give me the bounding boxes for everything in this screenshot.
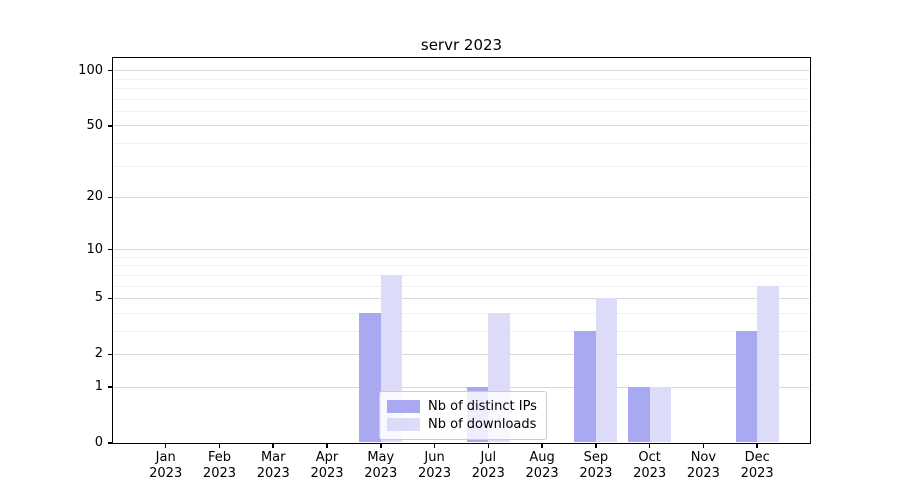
- legend-item: Nb of downloads: [387, 416, 537, 433]
- gridline-minor: [114, 142, 809, 144]
- y-tick-mark: [108, 442, 112, 444]
- x-tick-mark: [380, 444, 382, 448]
- bar: [628, 387, 650, 443]
- gridline-minor: [114, 265, 809, 267]
- legend-label-downloads: Nb of downloads: [428, 417, 537, 432]
- legend-item: Nb of distinct IPs: [387, 398, 537, 415]
- gridline-major: [114, 386, 809, 388]
- x-tick-mark: [648, 444, 651, 448]
- x-tick-mark: [326, 444, 328, 448]
- x-tick-mark: [164, 444, 167, 448]
- gridline-minor: [114, 88, 809, 90]
- x-tick-label: Apr 2023: [310, 450, 344, 481]
- gridline-major: [114, 249, 809, 251]
- x-tick-label: Dec 2023: [740, 450, 774, 481]
- y-tick-mark: [108, 125, 112, 127]
- chart-title: servr 2023: [420, 36, 503, 54]
- legend-swatch-distinct-ips: [387, 400, 420, 413]
- x-tick-mark: [487, 444, 490, 448]
- legend: Nb of distinct IPs Nb of downloads: [379, 391, 547, 440]
- x-tick-label: Jan 2023: [149, 450, 183, 481]
- x-tick-label: Oct 2023: [633, 450, 667, 481]
- x-tick-label: Mar 2023: [256, 450, 290, 481]
- bar: [359, 313, 381, 443]
- gridline-minor: [114, 330, 809, 332]
- x-tick-mark: [541, 444, 543, 448]
- y-tick-mark: [108, 353, 112, 356]
- gridline-minor: [114, 285, 809, 287]
- legend-label-distinct-ips: Nb of distinct IPs: [428, 399, 537, 414]
- x-tick-mark: [218, 444, 221, 448]
- gridline-minor: [114, 256, 809, 258]
- gridline-major: [114, 196, 809, 198]
- x-tick-label: Aug 2023: [525, 450, 559, 481]
- x-tick-mark: [272, 444, 274, 448]
- y-tick-label: 20: [86, 189, 103, 205]
- x-tick-label: Nov 2023: [686, 450, 720, 481]
- gridline-minor: [114, 98, 809, 100]
- gridline-minor: [114, 165, 809, 167]
- bar: [735, 331, 758, 443]
- bar: [757, 286, 779, 443]
- y-tick-mark: [108, 297, 112, 300]
- y-tick-label: 1: [94, 379, 103, 395]
- legend-swatch-downloads: [387, 418, 420, 431]
- gridline-minor: [114, 78, 809, 80]
- y-tick-label: 10: [86, 241, 103, 257]
- gridline-minor: [114, 110, 809, 112]
- x-tick-label: Feb 2023: [202, 450, 237, 481]
- gridline-minor: [114, 274, 809, 276]
- y-tick-mark: [108, 69, 112, 72]
- y-tick-mark: [108, 386, 112, 388]
- y-tick-mark: [108, 196, 112, 199]
- bar: [595, 298, 618, 443]
- gridline-minor: [114, 312, 809, 314]
- x-tick-mark: [756, 444, 758, 448]
- bar: [649, 387, 672, 443]
- x-tick-mark: [595, 444, 597, 448]
- x-tick-mark: [433, 444, 436, 448]
- x-tick-label: May 2023: [364, 450, 398, 481]
- x-tick-mark: [702, 444, 705, 448]
- y-tick-label: 0: [94, 435, 103, 450]
- y-tick-label: 50: [86, 117, 103, 133]
- gridline-major: [114, 70, 809, 72]
- bar: [574, 331, 596, 443]
- y-tick-label: 5: [94, 290, 103, 306]
- x-tick-label: Jun 2023: [418, 450, 452, 481]
- gridline-major: [114, 297, 809, 299]
- gridline-major: [114, 125, 809, 127]
- gridline-major: [114, 353, 809, 355]
- x-tick-label: Jul 2023: [471, 450, 505, 481]
- y-tick-label: 100: [78, 62, 103, 78]
- y-tick-mark: [108, 248, 112, 251]
- y-tick-label: 2: [94, 346, 103, 362]
- x-tick-label: Sep 2023: [579, 450, 613, 481]
